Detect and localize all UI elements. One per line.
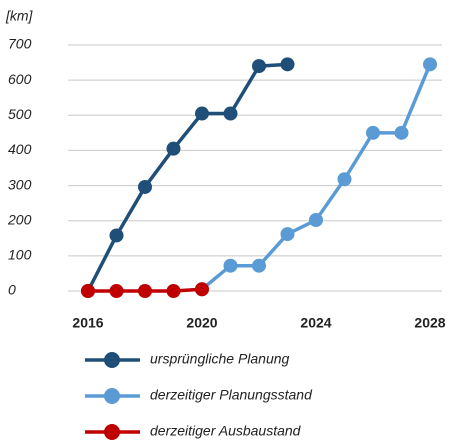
x-tick-label: 2020 [186,315,217,331]
point [252,59,266,74]
point [309,213,323,228]
x-tick-label: 2024 [300,315,331,331]
legend-label: derzeitiger Ausbaustand [150,423,302,439]
point [337,172,352,187]
y-tick-label: 600 [8,71,32,87]
point [195,282,209,297]
point [81,284,95,298]
point [223,106,238,121]
point [166,284,181,298]
point [423,57,437,72]
x-tick-label: 2028 [414,315,445,331]
point [138,179,152,194]
legend-label: derzeitiger Planungsstand [150,387,313,403]
point [394,125,409,140]
legend-label: ursprüngliche Planung [150,351,290,367]
point [280,227,295,242]
point [280,57,295,72]
y-tick-label: 100 [8,247,32,263]
series-line [86,62,288,292]
point [138,284,152,298]
point [223,258,238,273]
point [366,125,380,140]
y-tick-label: 500 [8,106,32,122]
y-unit: [km] [5,8,34,24]
y-tick-label: 400 [8,141,32,157]
point [109,284,124,298]
x-tick-label: 2016 [72,315,103,331]
y-tick-label: 300 [8,176,32,192]
y-tick-label: 200 [7,211,32,227]
point [166,141,181,156]
legend-marker [104,352,120,368]
point [252,258,266,273]
point [195,106,209,121]
y-tick-label: 0 [8,282,16,298]
legend-marker [104,388,120,404]
y-tick-label: 700 [8,36,32,52]
legend-marker [104,424,120,440]
point [109,228,124,243]
